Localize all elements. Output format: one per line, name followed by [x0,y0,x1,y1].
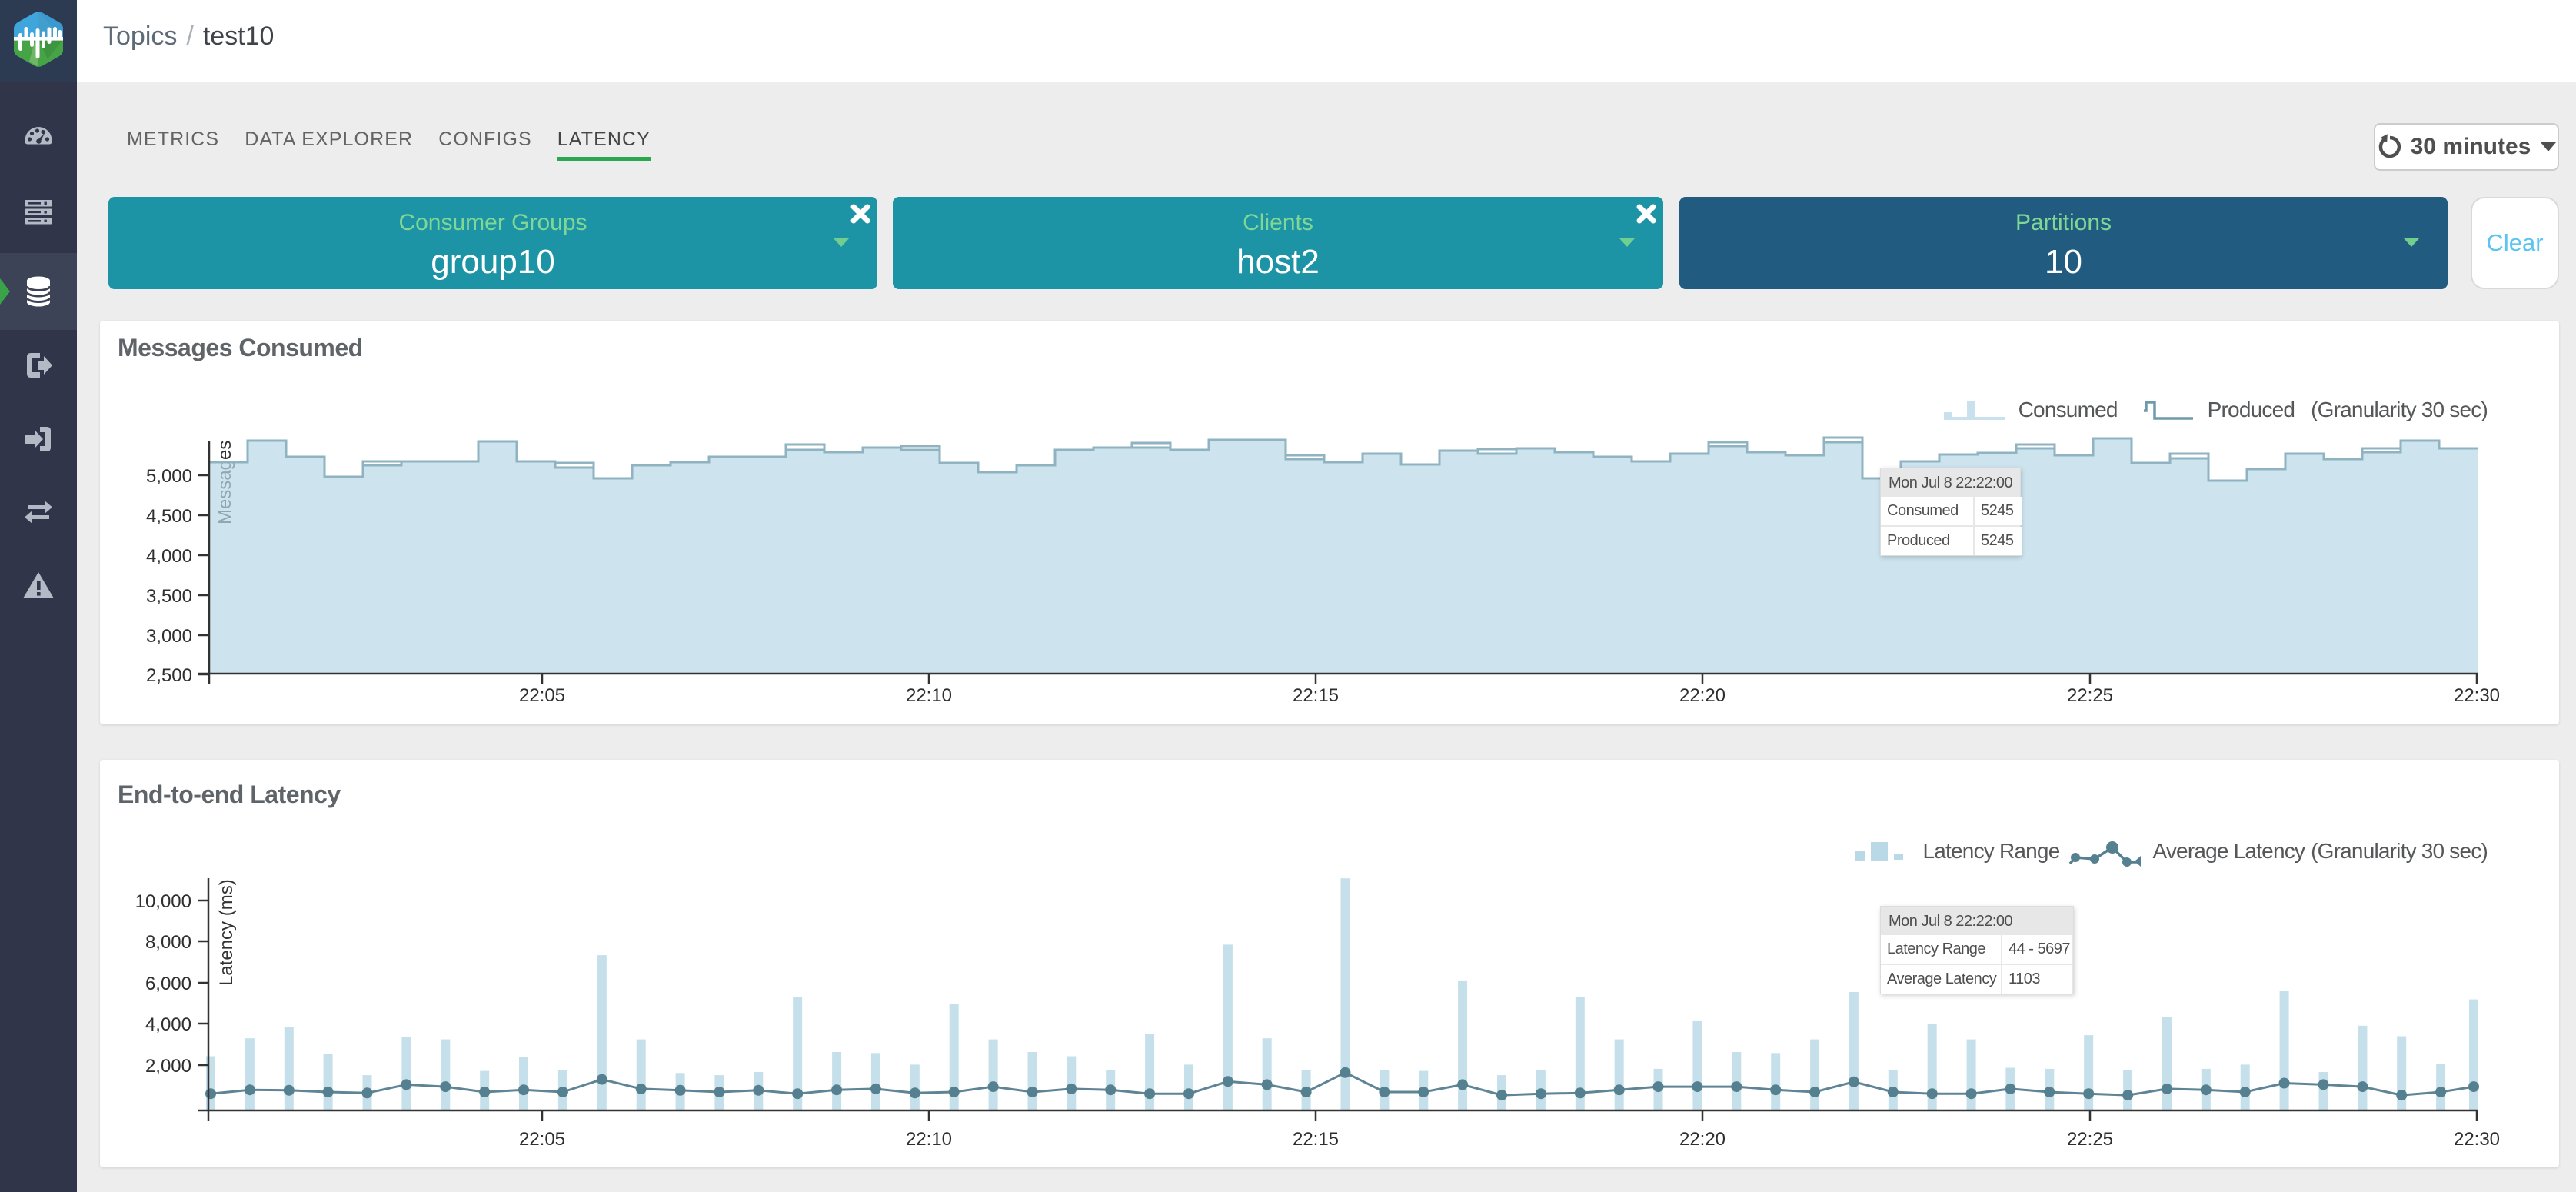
svg-text:22:20: 22:20 [1679,685,1726,706]
svg-text:3,500: 3,500 [146,586,192,607]
svg-text:22:10: 22:10 [906,1129,952,1150]
svg-text:6,000: 6,000 [145,974,191,994]
svg-text:3,000: 3,000 [146,626,192,647]
svg-text:22:30: 22:30 [2454,685,2500,706]
svg-text:10,000: 10,000 [135,891,191,912]
svg-text:2,000: 2,000 [145,1056,191,1077]
svg-text:22:10: 22:10 [906,685,952,706]
svg-text:22:15: 22:15 [1293,685,1339,706]
svg-text:5,000: 5,000 [146,466,192,487]
svg-text:22:05: 22:05 [519,1129,565,1150]
svg-text:2,500: 2,500 [146,665,192,686]
svg-text:Latency (ms): Latency (ms) [216,879,237,986]
svg-text:22:15: 22:15 [1293,1129,1339,1150]
svg-text:22:30: 22:30 [2454,1129,2500,1150]
svg-text:22:20: 22:20 [1679,1129,1726,1150]
svg-text:4,000: 4,000 [145,1014,191,1035]
svg-text:4,500: 4,500 [146,506,192,527]
svg-text:22:25: 22:25 [2067,685,2113,706]
svg-text:4,000: 4,000 [146,546,192,567]
svg-text:22:05: 22:05 [519,685,565,706]
svg-text:8,000: 8,000 [145,932,191,953]
svg-text:22:25: 22:25 [2067,1129,2113,1150]
